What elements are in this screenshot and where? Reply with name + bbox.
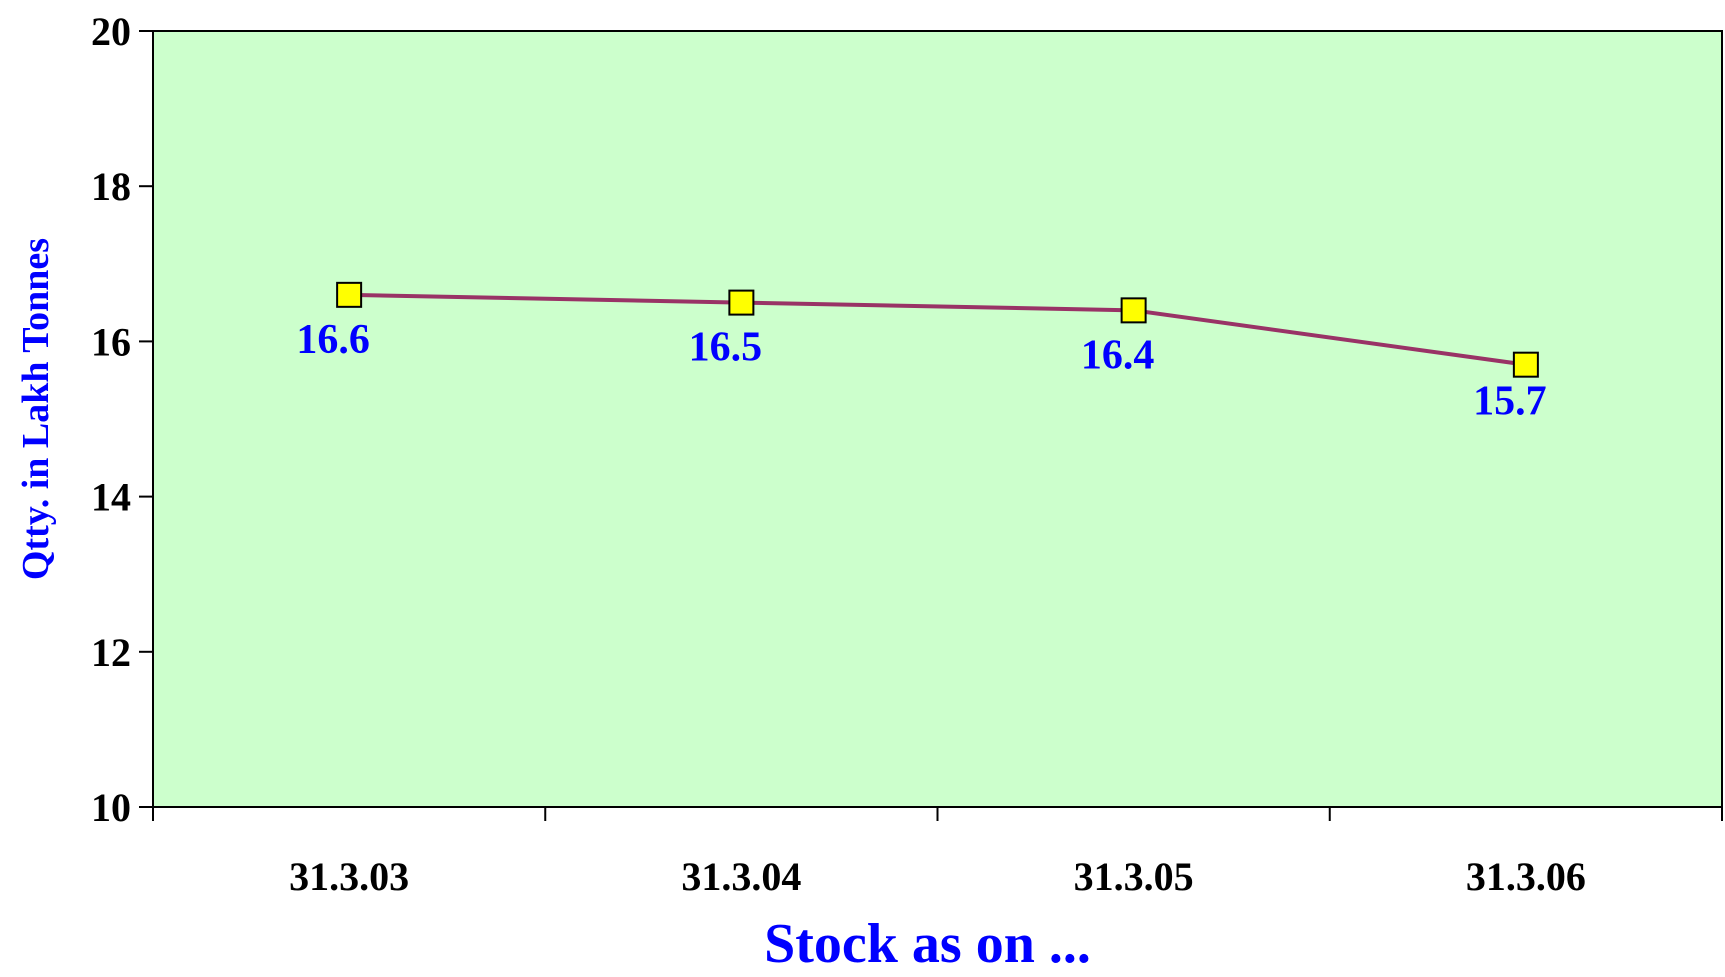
y-tick-label: 18: [91, 164, 131, 209]
data-point-marker: [336, 281, 363, 308]
y-axis-ticks: [139, 30, 153, 808]
data-label: 15.7: [1473, 379, 1547, 425]
y-tick-label: 10: [91, 785, 131, 830]
series-line: [349, 292, 1527, 367]
plot-area: [152, 30, 1723, 808]
data-point-marker: [1120, 297, 1147, 324]
series-markers: [336, 281, 1539, 378]
x-tick-label: 31.3.05: [1074, 854, 1194, 899]
x-axis-ticks: [152, 807, 1723, 821]
data-label: 16.5: [689, 325, 763, 371]
y-tick-labels: 10 12 14 16 18 20: [91, 9, 131, 830]
x-tick-label: 31.3.06: [1466, 854, 1586, 899]
data-label: 16.6: [296, 317, 370, 363]
x-axis-title: Stock as on ...: [764, 913, 1091, 975]
data-point-marker: [728, 289, 755, 316]
y-tick-label: 20: [91, 9, 131, 54]
x-tick-label: 31.3.04: [681, 854, 801, 899]
x-tick-labels: 31.3.03 31.3.04 31.3.05 31.3.06: [289, 854, 1586, 899]
series-lines: [349, 292, 1527, 367]
data-labels: 16.6 16.5 16.4 15.7: [296, 317, 1546, 425]
x-tick-label: 31.3.03: [289, 854, 409, 899]
y-tick-label: 12: [91, 630, 131, 675]
y-tick-label: 14: [91, 475, 131, 520]
y-axis-title: Qtty. in Lakh Tonnes: [15, 238, 57, 580]
data-label: 16.4: [1081, 332, 1155, 378]
y-tick-label: 16: [91, 319, 131, 364]
data-point-marker: [1512, 351, 1539, 378]
